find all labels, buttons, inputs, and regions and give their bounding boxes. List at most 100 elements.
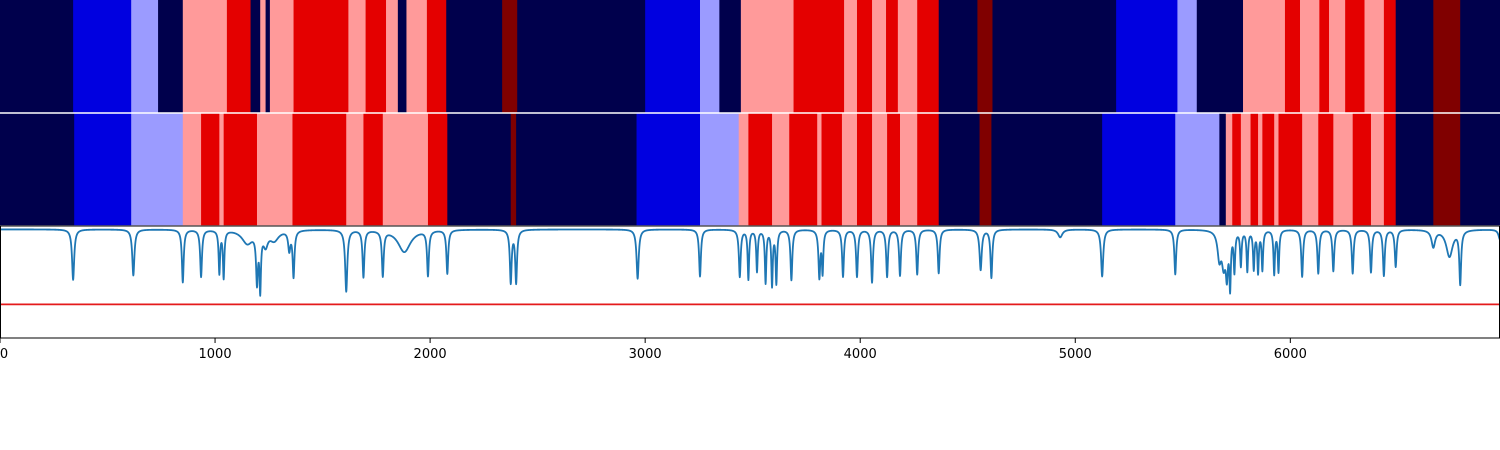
x-tick-label: 6000 — [1274, 347, 1307, 362]
heatmap-cell — [348, 0, 366, 113]
heatmap-cell — [1433, 113, 1461, 226]
heatmap-cell — [1383, 113, 1397, 226]
x-tick-label: 4000 — [844, 347, 877, 362]
heatmap-cell — [1329, 0, 1346, 113]
heatmap-cell — [260, 0, 266, 113]
heatmap-cell — [1243, 0, 1286, 113]
heatmap-cell — [645, 0, 701, 113]
heatmap-cell — [346, 113, 364, 226]
heatmap-cell — [938, 0, 978, 113]
heatmap-cell — [269, 0, 294, 113]
heatmap-cell — [841, 113, 858, 226]
heatmap-cell — [872, 0, 887, 113]
heatmap-cell — [1370, 113, 1385, 226]
heatmap-cell — [817, 113, 822, 226]
x-axis: 0 1000 2000 3000 4000 5000 6000 — [0, 338, 1307, 362]
heatmap-cell — [872, 113, 888, 226]
heatmap-cell — [636, 113, 701, 226]
heatmap-cell — [740, 0, 794, 113]
heatmap-cell — [1318, 113, 1334, 226]
heatmap-cell — [226, 0, 251, 113]
heatmap-cell — [1196, 0, 1244, 113]
heatmap-cell — [397, 0, 407, 113]
heatmap-cell — [1433, 0, 1461, 113]
x-tick-label: 0 — [0, 347, 8, 362]
heatmap-cell — [293, 0, 349, 113]
heatmap-cell — [292, 113, 347, 226]
heatmap-cell — [426, 0, 447, 113]
heatmap-cell — [406, 0, 428, 113]
heatmap-cell — [748, 113, 773, 226]
line-panel — [0, 226, 1500, 338]
heatmap-cell — [1274, 113, 1279, 226]
heatmap-cell — [1278, 113, 1303, 226]
heatmap-cell — [1460, 113, 1500, 226]
heatmap-cell — [1352, 113, 1372, 226]
heatmap-cell — [938, 113, 980, 226]
heatmap-cell — [897, 0, 918, 113]
heatmap-cell — [1460, 0, 1500, 113]
heatmap-cell — [1258, 113, 1263, 226]
heatmap-cell — [1175, 113, 1220, 226]
heatmap-cell — [1345, 0, 1365, 113]
series-line — [0, 228, 1500, 297]
heatmap-cell — [382, 113, 429, 226]
heatmap-cell — [700, 0, 720, 113]
heatmap-cell — [772, 113, 790, 226]
heatmap-cell — [1116, 0, 1178, 113]
heatmap-row-2 — [0, 113, 1500, 226]
heatmap-cell — [182, 0, 228, 113]
heatmap-cell — [201, 113, 220, 226]
x-tick-label: 1000 — [199, 347, 232, 362]
heatmap-cell — [386, 0, 399, 113]
heatmap-cell — [738, 113, 749, 226]
heatmap-cell — [1300, 0, 1320, 113]
heatmap-cell — [1302, 113, 1319, 226]
heatmap-cell — [979, 113, 992, 226]
heatmap-cell — [886, 0, 899, 113]
heatmap-cell — [158, 0, 184, 113]
heatmap-cell — [1395, 113, 1434, 226]
heatmap-cell — [1383, 0, 1397, 113]
heatmap-row-1 — [0, 0, 1500, 113]
heatmap-cell — [0, 0, 74, 113]
heatmap-cell — [977, 0, 993, 113]
heatmap-cell — [219, 113, 225, 226]
x-tick-label: 2000 — [414, 347, 447, 362]
heatmap-cell — [917, 113, 940, 226]
heatmap-cell — [363, 113, 384, 226]
heatmap-cell — [700, 113, 740, 226]
heatmap-cell — [1102, 113, 1176, 226]
heatmap-cell — [0, 113, 75, 226]
heatmap-cell — [427, 113, 448, 226]
heatmap-cell — [131, 0, 159, 113]
heatmap-cell — [1240, 113, 1251, 226]
heatmap-cell — [1250, 113, 1259, 226]
heatmap-cell — [516, 113, 637, 226]
heatmap-cell — [1262, 113, 1275, 226]
heatmap-cell — [719, 0, 742, 113]
heatmap-cell — [821, 113, 843, 226]
heatmap-cell — [900, 113, 918, 226]
heatmap-cell — [1225, 113, 1233, 226]
heatmap-cell — [789, 113, 818, 226]
heatmap-cell — [991, 113, 1103, 226]
x-tick-label: 5000 — [1059, 347, 1092, 362]
heatmap-cell — [887, 113, 901, 226]
heatmap-cell — [73, 0, 132, 113]
heatmap-cell — [1219, 113, 1227, 226]
heatmap-cell — [447, 113, 512, 226]
heatmap-cell — [1284, 0, 1301, 113]
heatmap-cell — [446, 0, 503, 113]
heatmap-cell — [365, 0, 387, 113]
heatmap-cell — [250, 0, 261, 113]
heatmap-cell — [223, 113, 258, 226]
heatmap-cell — [917, 0, 940, 113]
heatmap-cell — [856, 0, 873, 113]
heatmap-cell — [74, 113, 132, 226]
heatmap-cell — [265, 0, 271, 113]
heatmap-cell — [1319, 0, 1330, 113]
heatmap-cell — [992, 0, 1117, 113]
heatmap-cell — [1333, 113, 1354, 226]
